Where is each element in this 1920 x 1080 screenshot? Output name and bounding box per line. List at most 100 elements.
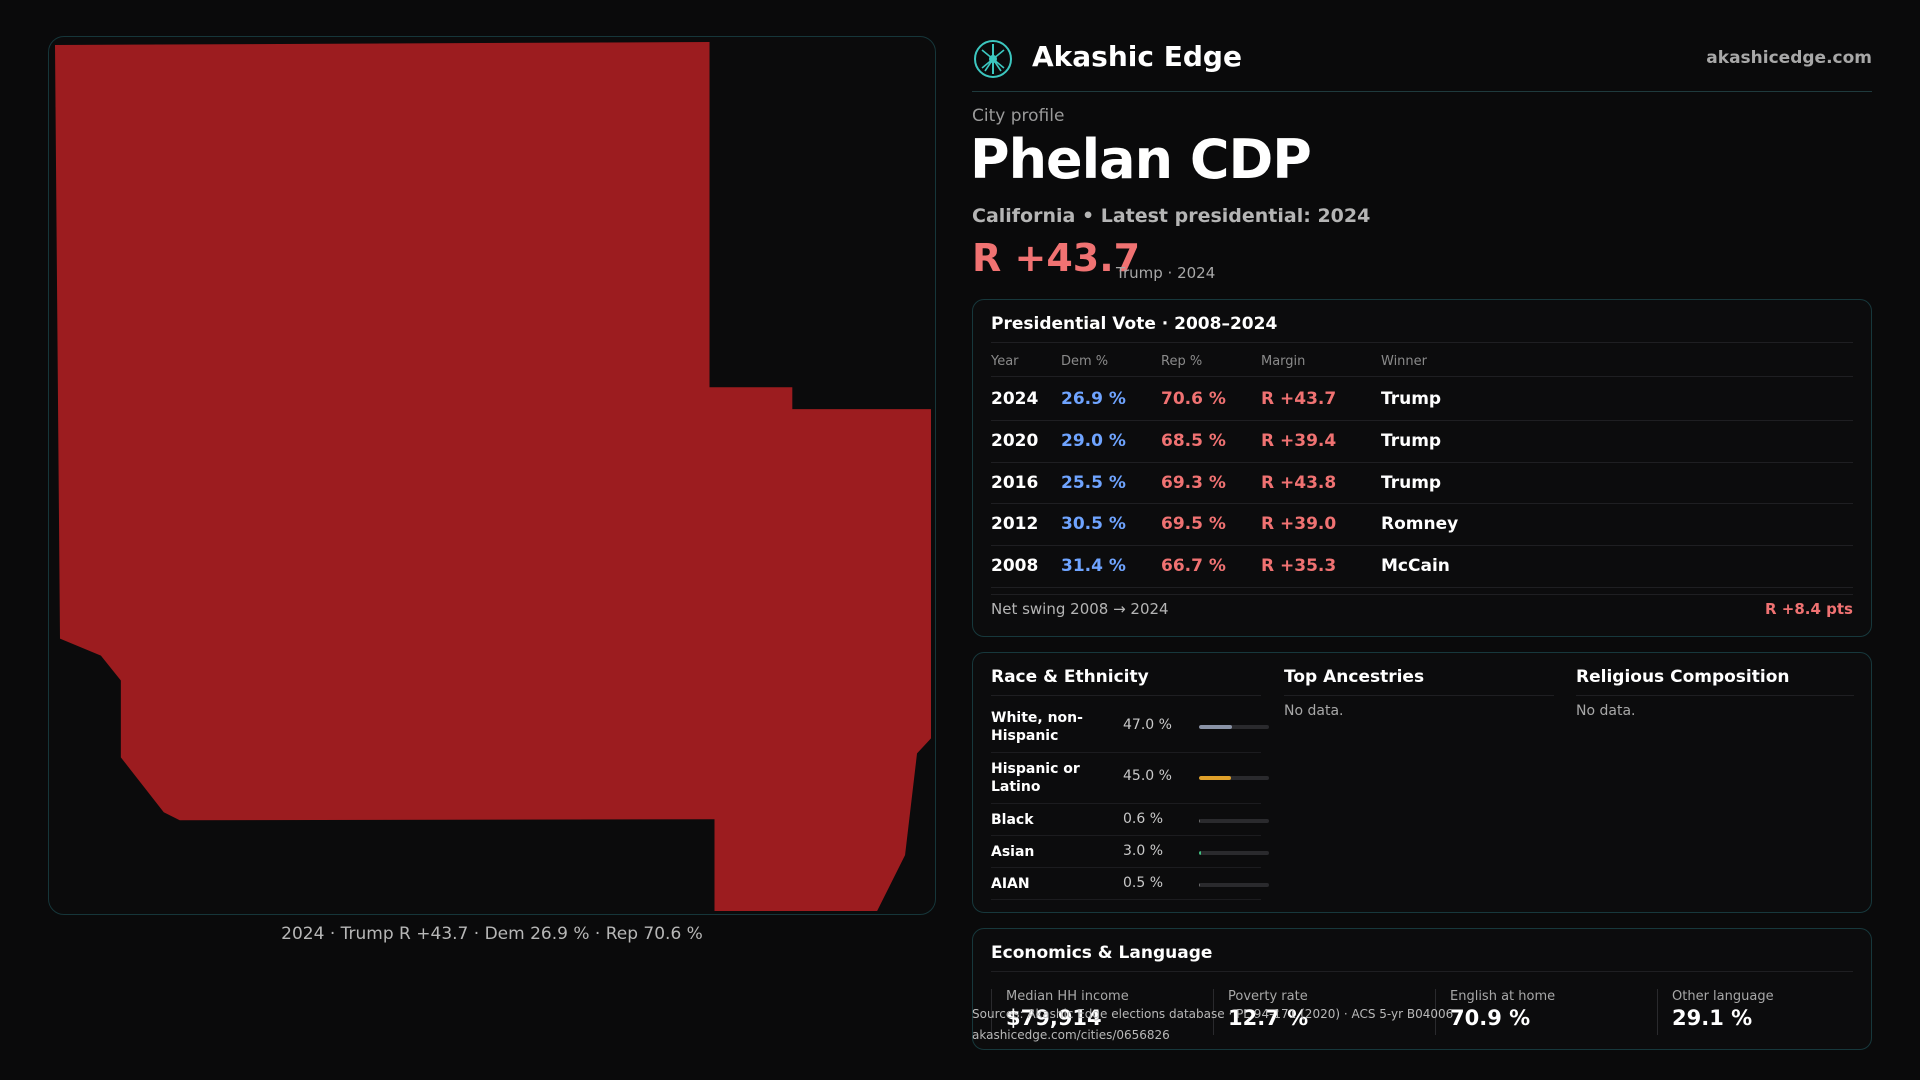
header-margin: Margin: [1261, 354, 1306, 369]
divider: [1576, 695, 1854, 696]
stat-label: Other language: [1672, 989, 1774, 1004]
header-year: Year: [991, 354, 1019, 369]
race-bar: [1199, 851, 1269, 855]
net-swing-value: R +8.4 pts: [1765, 600, 1853, 618]
stat-other-language: Other language 29.1 %: [1657, 989, 1774, 1035]
race-value: 45.0 %: [1123, 768, 1172, 784]
stat-label: Poverty rate: [1228, 989, 1308, 1004]
stat-value: 29.1 %: [1672, 1006, 1753, 1030]
ancestries-empty: No data.: [1284, 703, 1344, 719]
list-item: Asian 3.0 %: [991, 837, 1269, 868]
divider: [991, 503, 1853, 504]
economics-title: Economics & Language: [991, 943, 1213, 963]
race-ethnicity-title: Race & Ethnicity: [991, 667, 1149, 687]
race-bar: [1199, 776, 1269, 780]
cell-year: 2008: [991, 556, 1039, 576]
table-row: 2016 25.5 % 69.3 % R +43.8 Trump: [991, 462, 1853, 504]
site-link[interactable]: akashicedge.com: [1706, 48, 1872, 68]
page-subtitle: California • Latest presidential: 2024: [972, 205, 1371, 227]
list-item: AIAN 0.5 %: [991, 869, 1269, 900]
map-panel: [48, 36, 936, 915]
divider: [991, 462, 1853, 463]
race-label: Hispanic or Latino: [991, 761, 1080, 795]
economics-card: Economics & Language Median HH income $7…: [972, 928, 1872, 1050]
stat-english-at-home: English at home 70.9 %: [1435, 989, 1555, 1035]
stat-value: 12.7 %: [1228, 1006, 1309, 1030]
list-item: Black 0.6 %: [991, 805, 1269, 836]
cell-year: 2016: [991, 473, 1039, 493]
race-label: AIAN: [991, 876, 1030, 892]
compass-rose-icon: [974, 40, 1012, 78]
page-title: Phelan CDP: [970, 128, 1312, 191]
divider: [991, 594, 1853, 595]
divider: [991, 545, 1853, 546]
map-caption: 2024 · Trump R +43.7 · Dem 26.9 % · Rep …: [281, 924, 703, 944]
presidential-vote-card: Presidential Vote · 2008–2024 Year Dem %…: [972, 299, 1872, 637]
headline-margin: R +43.7: [972, 236, 1141, 280]
race-label: Asian: [991, 844, 1035, 860]
religion-section: Religious Composition No data.: [1576, 653, 1854, 912]
brand-name[interactable]: Akashic Edge: [1032, 40, 1242, 73]
cell-winner: Trump: [1381, 431, 1442, 451]
cell-rep: 69.5 %: [1161, 514, 1226, 534]
stat-label: Median HH income: [1006, 989, 1129, 1004]
cell-dem: 31.4 %: [1061, 556, 1126, 576]
divider: [991, 376, 1853, 377]
cell-rep: 70.6 %: [1161, 389, 1226, 409]
list-item: White, non-Hispanic 47.0 %: [991, 703, 1269, 753]
table-row: 2012 30.5 % 69.5 % R +39.0 Romney: [991, 503, 1853, 545]
cell-rep: 68.5 %: [1161, 431, 1226, 451]
stat-value: 70.9 %: [1450, 1006, 1531, 1030]
race-label: White, non-Hispanic: [991, 710, 1083, 744]
ancestries-section: Top Ancestries No data.: [1284, 653, 1554, 912]
cell-year: 2024: [991, 389, 1039, 409]
stat-label: English at home: [1450, 989, 1556, 1004]
race-value: 0.5 %: [1123, 875, 1164, 891]
race-bar: [1199, 883, 1269, 887]
cell-winner: Romney: [1381, 514, 1459, 534]
religion-empty: No data.: [1576, 703, 1636, 719]
cell-margin: R +39.0: [1261, 514, 1337, 534]
divider: [1284, 695, 1554, 696]
race-bar-fill: [1199, 851, 1202, 855]
race-value: 0.6 %: [1123, 811, 1164, 827]
divider: [991, 342, 1853, 343]
cell-year: 2012: [991, 514, 1039, 534]
race-value: 47.0 %: [1123, 717, 1172, 733]
header-rep: Rep %: [1161, 354, 1203, 369]
divider: [991, 420, 1853, 421]
cell-year: 2020: [991, 431, 1039, 451]
table-row: 2024 26.9 % 70.6 % R +43.7 Trump: [991, 378, 1853, 420]
cell-winner: Trump: [1381, 389, 1442, 409]
stat-poverty-rate: Poverty rate 12.7 %: [1213, 989, 1308, 1035]
cell-margin: R +39.4: [1261, 431, 1337, 451]
divider: [991, 587, 1853, 588]
sources-footer: Sources: Akashic Edge elections database…: [972, 1004, 1453, 1046]
header-dem: Dem %: [1061, 354, 1109, 369]
race-value: 3.0 %: [1123, 843, 1164, 859]
cell-dem: 29.0 %: [1061, 431, 1126, 451]
cell-margin: R +43.7: [1261, 389, 1337, 409]
sources-text: Sources: Akashic Edge elections database…: [972, 1007, 1454, 1021]
page-kicker: City profile: [972, 106, 1065, 126]
divider: [991, 695, 1261, 696]
cell-rep: 69.3 %: [1161, 473, 1226, 493]
cell-margin: R +43.8: [1261, 473, 1337, 493]
race-bar-fill: [1199, 725, 1232, 729]
city-boundary-shape[interactable]: [54, 41, 931, 912]
headline-margin-note: Trump · 2024: [1116, 264, 1216, 282]
app-header: Akashic Edge akashicedge.com: [972, 36, 1872, 92]
race-ethnicity-section: Race & Ethnicity White, non-Hispanic 47.…: [991, 653, 1269, 912]
race-bar: [1199, 819, 1269, 823]
cell-margin: R +35.3: [1261, 556, 1337, 576]
cell-dem: 25.5 %: [1061, 473, 1126, 493]
divider: [991, 971, 1853, 972]
race-bar: [1199, 725, 1269, 729]
religion-title: Religious Composition: [1576, 667, 1790, 687]
cell-winner: McCain: [1381, 556, 1450, 576]
sources-link[interactable]: akashicedge.com/cities/0656826: [972, 1028, 1170, 1042]
city-boundary-map: [54, 41, 931, 912]
vote-table-header: Year Dem % Rep % Margin Winner: [991, 350, 1853, 374]
cell-dem: 30.5 %: [1061, 514, 1126, 534]
table-row: 2008 31.4 % 66.7 % R +35.3 McCain: [991, 545, 1853, 587]
